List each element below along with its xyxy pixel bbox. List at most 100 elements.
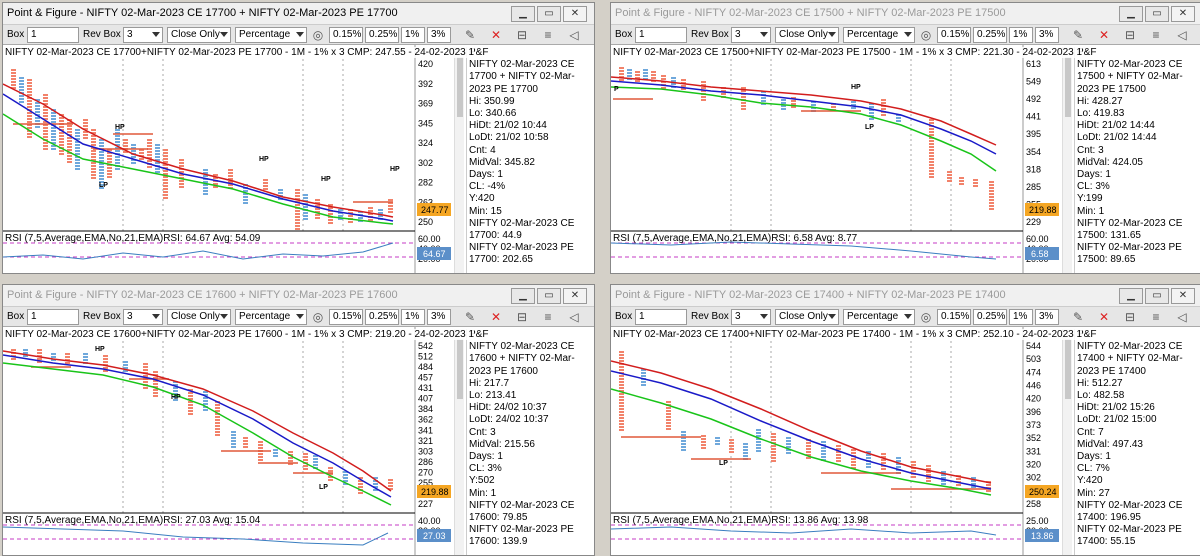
pf-chart-area[interactable]: NIFTY 02-Mar-2023 CE 17400+NIFTY 02-Mar-… (611, 327, 1083, 555)
vertical-scrollbar[interactable] (454, 329, 464, 555)
reversal-box-select[interactable]: 3 (731, 27, 771, 43)
chart-type-icon[interactable]: ⊟ (1124, 28, 1136, 42)
percent-1-button[interactable]: 1% (1009, 27, 1033, 43)
vertical-scrollbar[interactable] (454, 47, 464, 273)
price-mode-select[interactable]: Close Only (167, 27, 231, 43)
info-line: MidVal: 345.82 (469, 156, 535, 168)
percent-0-25-button[interactable]: 0.25% (973, 309, 1007, 325)
chart-type-icon[interactable]: ⊟ (516, 310, 528, 324)
box-size-input[interactable]: 1 (635, 309, 687, 325)
align-icon[interactable]: ≡ (1152, 28, 1160, 42)
vertical-scrollbar[interactable] (1062, 329, 1072, 555)
align-icon[interactable]: ≡ (1152, 310, 1160, 324)
percent-0-25-button[interactable]: 0.25% (365, 309, 399, 325)
refresh-icon[interactable]: ◎ (312, 28, 324, 42)
sound-icon[interactable]: ◁ (569, 310, 579, 324)
edit-icon[interactable]: ✎ (464, 310, 476, 324)
delete-icon[interactable]: ✕ (490, 310, 502, 324)
edit-icon[interactable]: ✎ (1072, 28, 1084, 42)
percent-3-button[interactable]: 3% (427, 309, 451, 325)
refresh-icon[interactable]: ◎ (920, 28, 932, 42)
o-box (203, 391, 208, 393)
restore-button[interactable]: ▭ (1145, 288, 1169, 304)
scale-mode-select[interactable]: Percentage (843, 309, 915, 325)
percent-0-15-button[interactable]: 0.15% (937, 27, 971, 43)
x-box (27, 85, 32, 87)
percent-0-15-button[interactable]: 0.15% (937, 309, 971, 325)
chart-type-icon[interactable]: ⊟ (1124, 310, 1136, 324)
close-button[interactable]: ✕ (1171, 288, 1195, 304)
restore-button[interactable]: ▭ (1145, 6, 1169, 22)
scrollbar-thumb[interactable] (1065, 57, 1071, 117)
x-box (67, 122, 72, 124)
refresh-icon[interactable]: ◎ (920, 310, 932, 324)
info-panel: P&F NIFTY 02-Mar-2023 CE 17700 + NIFTY 02… (466, 47, 594, 273)
delete-icon[interactable]: ✕ (1098, 310, 1110, 324)
o-box (51, 118, 56, 120)
pf-chart-area[interactable]: NIFTY 02-Mar-2023 CE 17700+NIFTY 02-Mar-… (3, 45, 475, 273)
x-box (59, 135, 64, 137)
percent-1-button[interactable]: 1% (401, 309, 425, 325)
window-titlebar[interactable]: Point & Figure - NIFTY 02-Mar-2023 CE 17… (611, 285, 1200, 307)
x-box (11, 87, 16, 89)
percent-3-button[interactable]: 3% (427, 27, 451, 43)
scrollbar-thumb[interactable] (457, 339, 463, 399)
sound-icon[interactable]: ◁ (1177, 28, 1187, 42)
price-mode-select[interactable]: Close Only (775, 309, 839, 325)
scrollbar-thumb[interactable] (1065, 339, 1071, 399)
minimize-button[interactable]: ▁ (1119, 288, 1143, 304)
minimize-button[interactable]: ▁ (511, 288, 535, 304)
percent-0-25-button[interactable]: 0.25% (973, 27, 1007, 43)
x-box (59, 120, 64, 122)
box-size-input[interactable]: 1 (27, 309, 79, 325)
window-titlebar[interactable]: Point & Figure - NIFTY 02-Mar-2023 CE 17… (611, 3, 1200, 25)
scale-mode-select[interactable]: Percentage (843, 27, 915, 43)
scale-mode-select[interactable]: Percentage (235, 27, 307, 43)
reversal-box-select[interactable]: 3 (731, 309, 771, 325)
price-mode-select[interactable]: Close Only (167, 309, 231, 325)
edit-icon[interactable]: ✎ (1072, 310, 1084, 324)
o-box (203, 187, 208, 189)
restore-button[interactable]: ▭ (537, 288, 561, 304)
x-box (188, 392, 193, 394)
delete-icon[interactable]: ✕ (490, 28, 502, 42)
delete-icon[interactable]: ✕ (1098, 28, 1110, 42)
edit-icon[interactable]: ✎ (464, 28, 476, 42)
refresh-icon[interactable]: ◎ (312, 310, 324, 324)
close-button[interactable]: ✕ (563, 288, 587, 304)
pf-chart-area[interactable]: NIFTY 02-Mar-2023 CE 17600+NIFTY 02-Mar-… (3, 327, 475, 555)
o-box (51, 130, 56, 132)
sound-icon[interactable]: ◁ (569, 28, 579, 42)
align-icon[interactable]: ≡ (544, 310, 552, 324)
scrollbar-thumb[interactable] (457, 57, 463, 117)
reversal-box-select[interactable]: 3 (123, 309, 163, 325)
percent-0-25-button[interactable]: 0.25% (365, 27, 399, 43)
align-icon[interactable]: ≡ (544, 28, 552, 42)
vertical-scrollbar[interactable] (1062, 47, 1072, 273)
x-box (91, 177, 96, 179)
box-size-input[interactable]: 1 (27, 27, 79, 43)
percent-1-button[interactable]: 1% (1009, 309, 1033, 325)
chart-type-icon[interactable]: ⊟ (516, 28, 528, 42)
percent-3-button[interactable]: 3% (1035, 27, 1059, 43)
x-box (911, 461, 916, 463)
price-mode-select[interactable]: Close Only (775, 27, 839, 43)
box-size-input[interactable]: 1 (635, 27, 687, 43)
scale-mode-select[interactable]: Percentage (235, 309, 307, 325)
window-titlebar[interactable]: Point & Figure - NIFTY 02-Mar-2023 CE 17… (3, 285, 594, 307)
percent-0-15-button[interactable]: 0.15% (329, 309, 363, 325)
minimize-button[interactable]: ▁ (511, 6, 535, 22)
percent-1-button[interactable]: 1% (401, 27, 425, 43)
percent-0-15-button[interactable]: 0.15% (329, 27, 363, 43)
sound-icon[interactable]: ◁ (1177, 310, 1187, 324)
x-box (163, 194, 168, 196)
reversal-box-select[interactable]: 3 (123, 27, 163, 43)
close-button[interactable]: ✕ (1171, 6, 1195, 22)
window-titlebar[interactable]: Point & Figure - NIFTY 02-Mar-2023 CE 17… (3, 3, 594, 25)
o-box (231, 431, 236, 433)
close-button[interactable]: ✕ (563, 6, 587, 22)
restore-button[interactable]: ▭ (537, 6, 561, 22)
percent-3-button[interactable]: 3% (1035, 309, 1059, 325)
pf-chart-area[interactable]: NIFTY 02-Mar-2023 CE 17500+NIFTY 02-Mar-… (611, 45, 1083, 273)
minimize-button[interactable]: ▁ (1119, 6, 1143, 22)
